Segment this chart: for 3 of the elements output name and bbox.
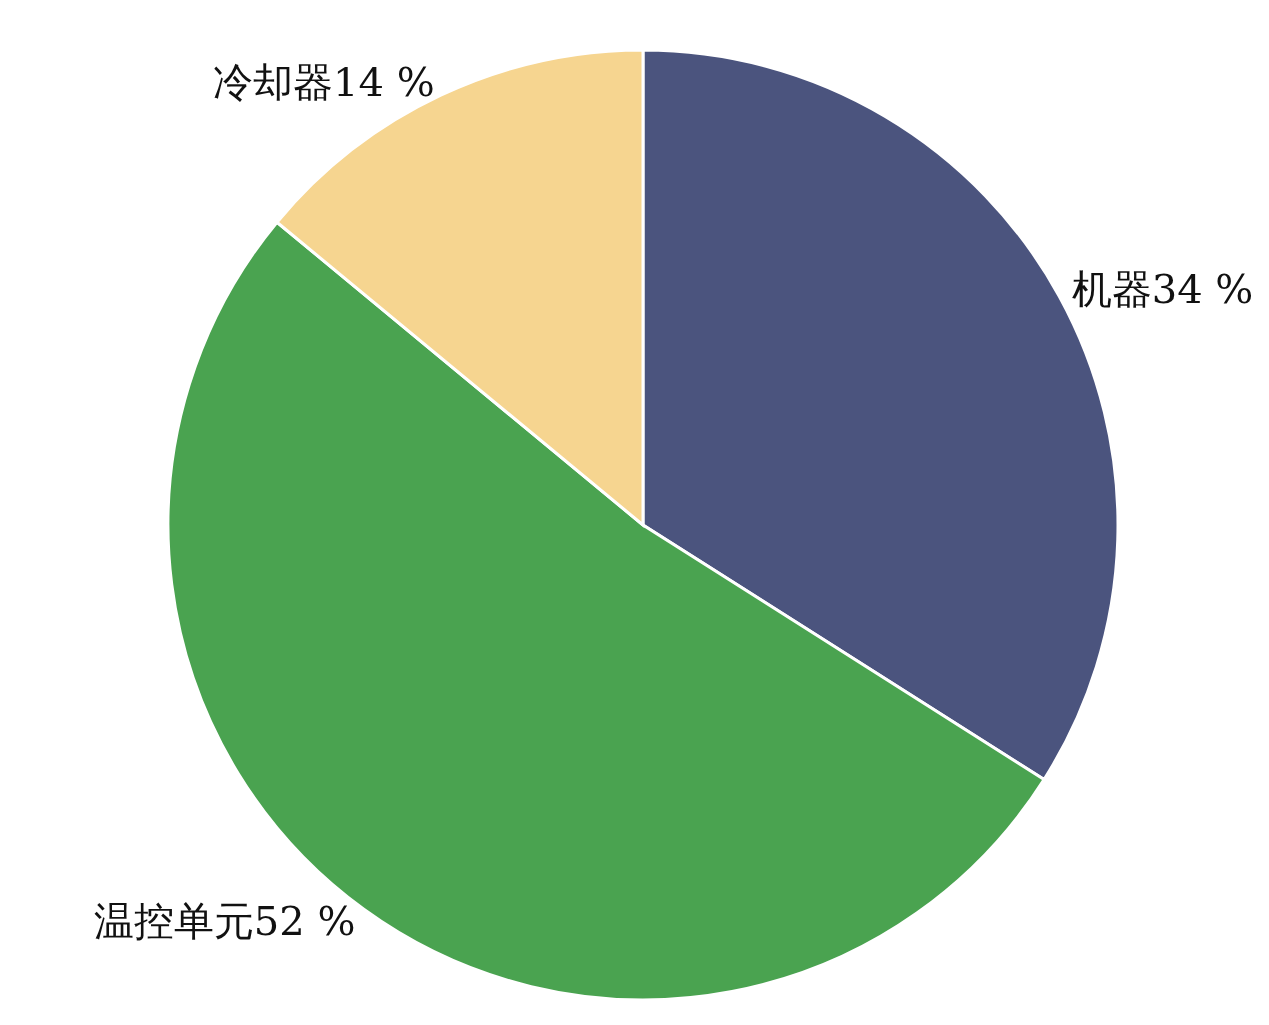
slice-label: 温控单元52 % xyxy=(93,897,356,944)
slice-label: 冷却器14 % xyxy=(213,59,435,106)
slice-label: 机器34 % xyxy=(1071,266,1254,313)
